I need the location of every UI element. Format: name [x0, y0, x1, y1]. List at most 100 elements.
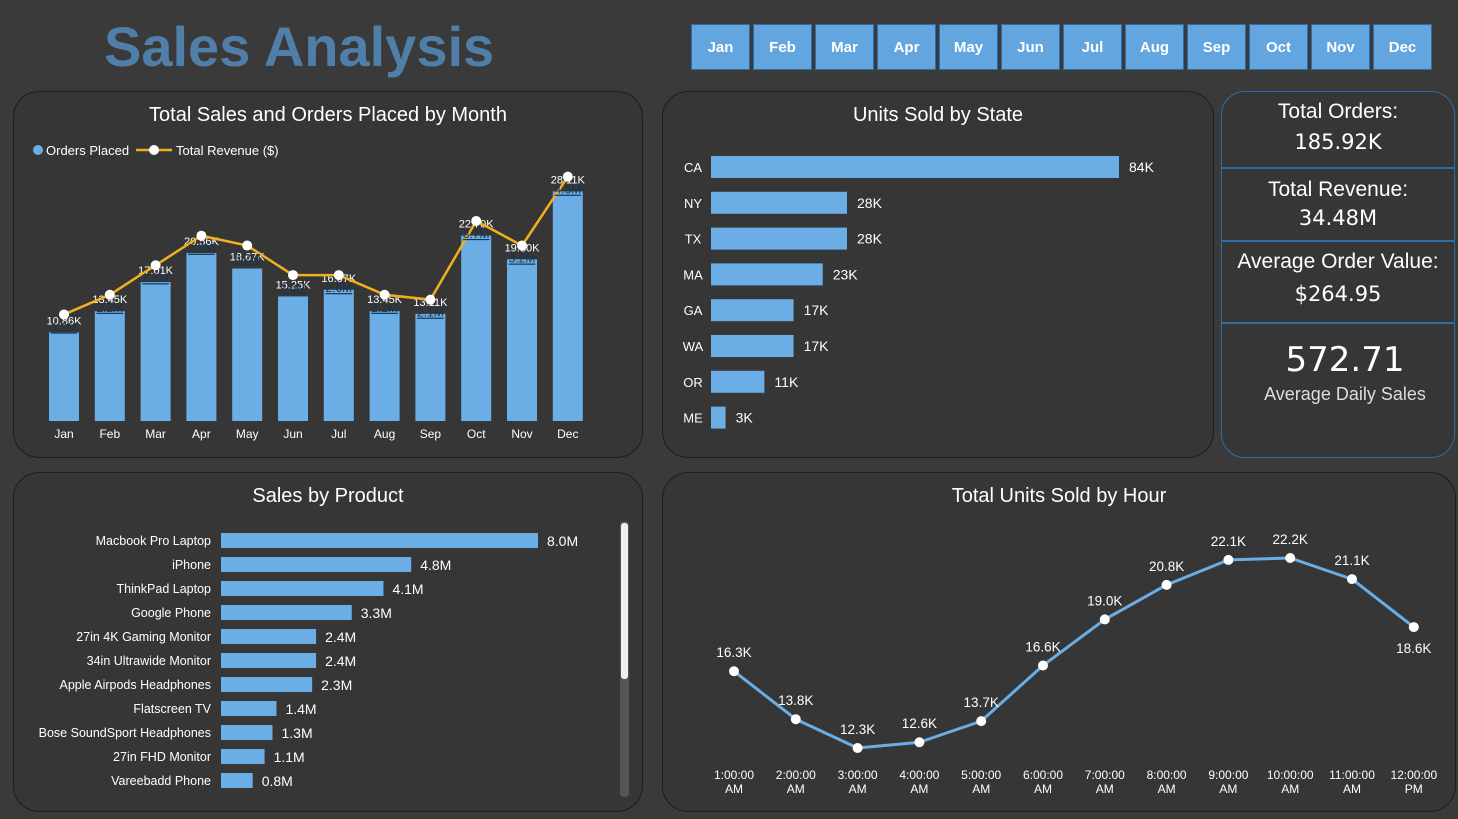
bar-label-product-flatscreen-tv: 1.4M: [285, 701, 316, 717]
revenue-point-nov[interactable]: [517, 240, 527, 251]
hour-point-9[interactable]: [1223, 554, 1234, 565]
bar-state-me[interactable]: [711, 406, 726, 429]
bar-orders-jan[interactable]: [49, 332, 79, 421]
hour-point-6[interactable]: [1038, 660, 1048, 671]
bar-orders-oct[interactable]: [461, 235, 492, 421]
revenue-point-jun[interactable]: [288, 270, 298, 281]
revenue-point-sep[interactable]: [425, 294, 436, 305]
hour-point-8[interactable]: [1161, 579, 1172, 590]
revenue-point-oct[interactable]: [471, 215, 482, 226]
bar-state-or[interactable]: [711, 370, 765, 393]
hour-point-5[interactable]: [976, 716, 987, 727]
bar-orders-may[interactable]: [232, 268, 263, 421]
hour-label-4: 12.6K: [902, 716, 937, 731]
bar-orders-jul[interactable]: [323, 289, 354, 421]
kpi-total-revenue-value: 34.48M: [1298, 206, 1378, 230]
bar-product-27in-fhd-monitor[interactable]: [221, 749, 265, 764]
hour-tick-time-5: 5:00:00: [961, 768, 1001, 782]
month-button-jul[interactable]: Jul: [1063, 24, 1122, 70]
month-button-apr[interactable]: Apr: [877, 24, 936, 70]
bar-orders-mar[interactable]: [140, 282, 171, 421]
bar-label-orders-jun: 15.25K: [276, 279, 312, 291]
bar-state-ca[interactable]: [711, 156, 1119, 178]
bar-product-iphone[interactable]: [221, 557, 412, 572]
product-scrollbar[interactable]: [620, 521, 629, 797]
hour-tick-ampm-4: AM: [910, 782, 928, 796]
revenue-point-feb[interactable]: [104, 289, 115, 300]
product-chart-title: Sales by Product: [252, 485, 404, 507]
month-button-sep[interactable]: Sep: [1187, 24, 1246, 70]
product-scrollbar-thumb[interactable]: [621, 523, 628, 679]
hour-point-7[interactable]: [1099, 614, 1110, 625]
bar-product-google-phone[interactable]: [221, 605, 352, 620]
month-button-aug[interactable]: Aug: [1125, 24, 1184, 70]
hour-point-3[interactable]: [852, 743, 863, 753]
legend-revenue-marker: [149, 145, 159, 155]
hour-label-11: 21.1K: [1334, 553, 1369, 568]
bar-product-flatscreen-tv[interactable]: [221, 701, 277, 716]
bar-product-apple-airpods-headphones[interactable]: [221, 677, 313, 692]
hour-tick-ampm-7: AM: [1096, 782, 1114, 796]
month-button-mar[interactable]: Mar: [815, 24, 874, 70]
hour-label-1: 16.3K: [716, 645, 751, 660]
revenue-label-sep: 2.1M: [417, 306, 444, 320]
month-button-may[interactable]: May: [939, 24, 998, 70]
bar-state-ny[interactable]: [711, 191, 847, 214]
revenue-point-apr[interactable]: [196, 230, 207, 241]
product-tick-iphone: iPhone: [172, 558, 211, 572]
bar-label-product-34in-ultrawide-monitor: 2.4M: [325, 653, 356, 669]
month-button-dec[interactable]: Dec: [1373, 24, 1432, 70]
kpi-average-daily-sales: 572.71 Average Daily Sales: [1221, 323, 1455, 458]
hour-tick-time-12: 12:00:00: [1390, 768, 1437, 782]
bar-state-ga[interactable]: [711, 299, 794, 322]
revenue-point-jan[interactable]: [59, 309, 69, 320]
revenue-label-aug: 2.2M: [371, 301, 398, 315]
hour-tick-time-7: 7:00:00: [1085, 768, 1125, 782]
bar-state-wa[interactable]: [711, 335, 794, 357]
page-title: Sales Analysis: [104, 15, 495, 78]
bar-product-34in-ultrawide-monitor[interactable]: [221, 653, 317, 668]
revenue-point-aug[interactable]: [379, 289, 390, 300]
bar-label-state-me: 3K: [736, 410, 754, 426]
state-tick-wa: WA: [683, 339, 704, 354]
bar-product-27in-4k-gaming-monitor[interactable]: [221, 629, 317, 644]
bar-product-bose-soundsport-headphones[interactable]: [221, 725, 273, 740]
bar-product-vareebadd-phone[interactable]: [221, 773, 253, 788]
x-tick-jan: Jan: [54, 427, 73, 441]
hour-point-2[interactable]: [790, 714, 801, 725]
hour-point-12[interactable]: [1408, 622, 1419, 633]
hour-point-10[interactable]: [1285, 553, 1296, 563]
bar-orders-aug[interactable]: [369, 311, 400, 421]
bar-orders-dec[interactable]: [552, 191, 583, 421]
revenue-point-jul[interactable]: [333, 270, 344, 281]
hour-tick-ampm-8: AM: [1158, 782, 1176, 796]
bar-orders-sep[interactable]: [415, 313, 446, 421]
bar-label-product-apple-airpods-headphones: 2.3M: [321, 677, 352, 693]
month-button-jan[interactable]: Jan: [691, 24, 750, 70]
bar-orders-nov[interactable]: [507, 259, 537, 421]
month-button-feb[interactable]: Feb: [753, 24, 812, 70]
hour-tick-time-2: 2:00:00: [776, 768, 816, 782]
bar-label-state-wa: 17K: [804, 338, 830, 354]
bar-state-ma[interactable]: [711, 263, 823, 286]
kpi-total-orders-value: 185.92K: [1294, 130, 1382, 154]
revenue-point-may[interactable]: [242, 240, 253, 251]
bar-orders-jun[interactable]: [278, 296, 308, 421]
revenue-label-mar: 2.8M: [142, 271, 169, 285]
hour-point-11[interactable]: [1347, 574, 1357, 585]
bar-product-thinkpad-laptop[interactable]: [221, 581, 384, 596]
bar-label-product-bose-soundsport-headphones: 1.3M: [282, 725, 313, 741]
revenue-point-mar[interactable]: [150, 260, 161, 271]
month-button-oct[interactable]: Oct: [1249, 24, 1308, 70]
legend-orders-marker: [33, 145, 43, 155]
hour-label-9: 22.1K: [1211, 534, 1246, 549]
revenue-point-dec[interactable]: [562, 171, 573, 182]
bar-orders-apr[interactable]: [186, 253, 217, 421]
bar-state-tx[interactable]: [711, 227, 847, 250]
hour-point-1[interactable]: [729, 666, 739, 677]
bar-orders-feb[interactable]: [94, 311, 125, 421]
hour-point-4[interactable]: [914, 737, 925, 748]
month-button-jun[interactable]: Jun: [1001, 24, 1060, 70]
bar-product-macbook-pro-laptop[interactable]: [221, 533, 538, 548]
month-button-nov[interactable]: Nov: [1311, 24, 1370, 70]
